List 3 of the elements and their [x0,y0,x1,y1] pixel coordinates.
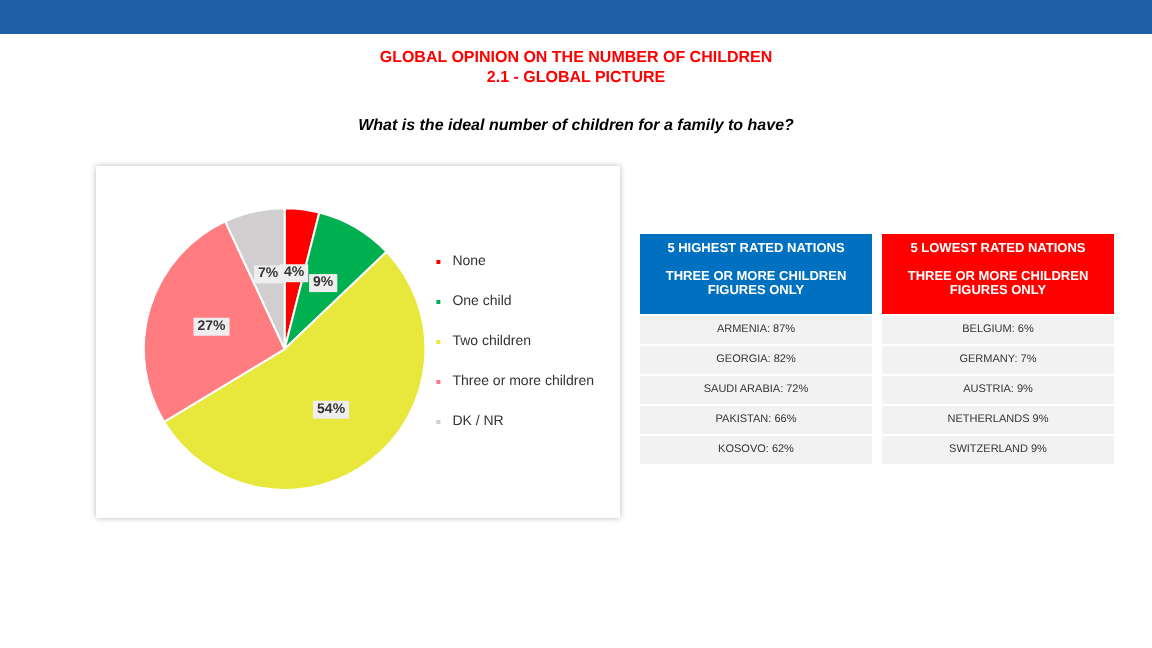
chart-subtitle: 2.1 - GLOBAL PICTURE [484,68,668,86]
chart-title: GLOBAL OPINION ON THE NUMBER OF CHILDREN [377,48,775,66]
text: What is the ideal number of children for a family to have? [356,116,796,134]
